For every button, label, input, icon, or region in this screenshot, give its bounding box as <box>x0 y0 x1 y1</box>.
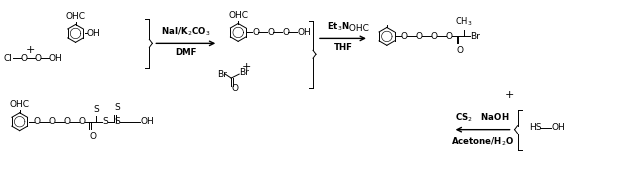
Text: OHC: OHC <box>9 100 29 109</box>
Text: OHC: OHC <box>66 12 86 20</box>
Text: S: S <box>94 105 99 114</box>
Text: O: O <box>252 28 259 37</box>
Text: O: O <box>282 28 289 37</box>
Text: Br: Br <box>239 68 249 77</box>
Text: O: O <box>49 117 56 126</box>
Text: OH: OH <box>141 117 154 126</box>
Text: O: O <box>64 117 71 126</box>
Text: O: O <box>457 46 464 55</box>
Text: O: O <box>231 85 238 93</box>
Text: OH: OH <box>297 28 311 37</box>
Text: O: O <box>401 32 408 41</box>
Text: Cl: Cl <box>4 54 12 63</box>
Text: Acetone/H$_2$O: Acetone/H$_2$O <box>451 136 514 148</box>
Text: +: + <box>241 62 251 72</box>
Text: HS: HS <box>529 123 542 132</box>
Text: OH: OH <box>86 29 100 38</box>
Text: O: O <box>446 32 452 41</box>
Text: CS$_2$   NaOH: CS$_2$ NaOH <box>456 111 510 124</box>
Text: OHC: OHC <box>228 10 248 20</box>
Text: CH$_3$: CH$_3$ <box>455 16 472 29</box>
Text: DMF: DMF <box>175 48 196 57</box>
Text: Et$_3$N: Et$_3$N <box>327 21 349 33</box>
Text: O: O <box>89 132 96 141</box>
Text: Br: Br <box>469 32 479 41</box>
Text: O: O <box>416 32 422 41</box>
Text: THF: THF <box>334 43 352 52</box>
Text: O: O <box>34 117 41 126</box>
Text: O: O <box>34 54 42 63</box>
Text: NaI/K$_2$CO$_3$: NaI/K$_2$CO$_3$ <box>161 26 211 38</box>
Text: O: O <box>267 28 274 37</box>
Text: O: O <box>431 32 437 41</box>
Text: OHC: OHC <box>346 25 369 33</box>
Text: Br: Br <box>217 70 227 79</box>
Text: +: + <box>505 90 514 100</box>
Text: OH: OH <box>551 123 565 132</box>
Text: O: O <box>21 54 27 63</box>
Text: S: S <box>114 117 120 126</box>
Text: +: + <box>26 45 36 55</box>
Text: O: O <box>79 117 86 126</box>
Text: OH: OH <box>49 54 62 63</box>
Text: S: S <box>102 117 108 126</box>
Text: S: S <box>114 103 120 112</box>
